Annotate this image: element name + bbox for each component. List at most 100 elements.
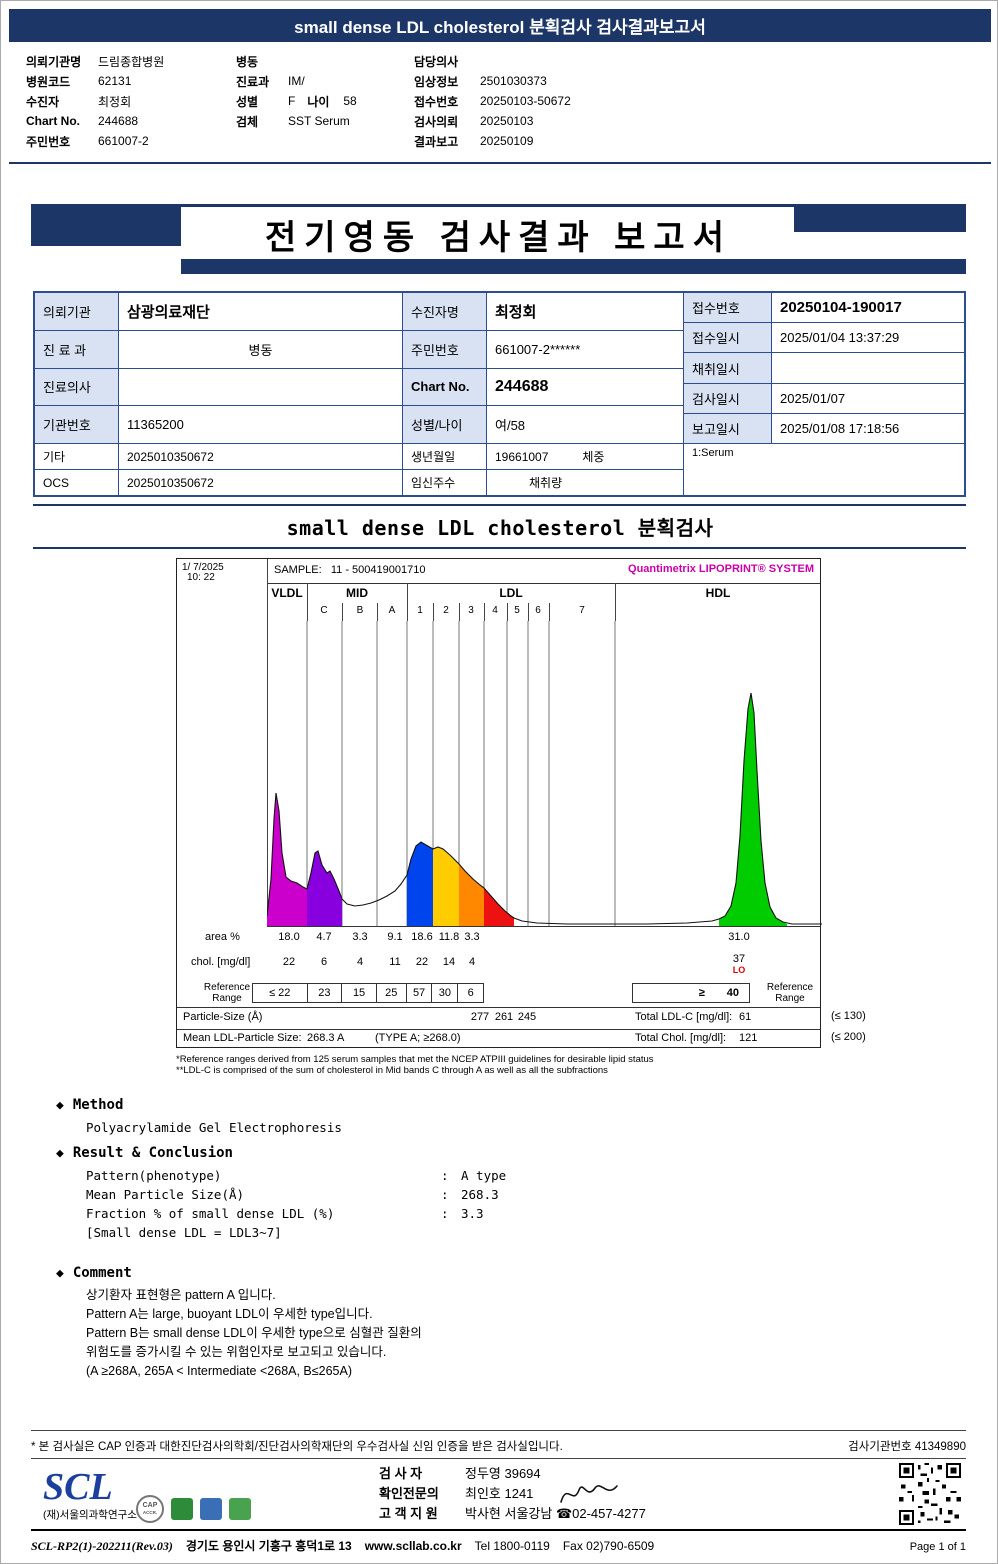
table-row: 진 료 과 병동 주민번호 661007-2****** <box>35 330 683 369</box>
lane-sub-label: 7 <box>579 605 585 616</box>
cell-value: 661007-2****** <box>495 341 581 357</box>
lab-number: 검사기관번호 41349890 <box>848 1441 966 1453</box>
divider <box>267 926 820 927</box>
field-value: SST Serum <box>288 114 350 128</box>
footnote: *Reference ranges derived from 125 serum… <box>176 1054 654 1065</box>
divider <box>31 1430 966 1431</box>
table-row: 기타 2025010350672 생년월일 19661007 체중 <box>35 444 683 470</box>
field-value: 2501030373 <box>480 74 547 88</box>
lab-fax: Fax 02)790-6509 <box>562 1539 655 1553</box>
cell-label: 채취일시 <box>684 353 772 383</box>
divider <box>177 1029 820 1030</box>
certification-line: * 본 검사실은 CAP 인증과 대한진단검사의학회/진단검사의학재단의 우수검… <box>31 1438 966 1454</box>
examiner-name: 정두영 39694 <box>465 1466 541 1481</box>
chol-value: 4 <box>468 956 476 968</box>
info-table-bottom: 기타 2025010350672 생년월일 19661007 체중 OCS 202… <box>35 443 964 495</box>
lane-sub-label: 5 <box>514 605 520 616</box>
chart-frame: 1/ 7/2025 10: 22 SAMPLE: 11 - 5004190017… <box>176 558 822 1048</box>
banner-decor-bottombar <box>181 259 966 274</box>
total-ldl-label: Total LDL-C [mg/dl]: <box>635 1011 733 1023</box>
diamond-bullet-icon: ◆ <box>56 1145 64 1161</box>
scl-logo: SCL <box>43 1466 113 1508</box>
divider <box>177 1007 820 1008</box>
diamond-bullet-icon: ◆ <box>56 1265 64 1281</box>
field-value: 62131 <box>98 74 132 88</box>
result-title: Result & Conclusion <box>72 1145 233 1161</box>
particle-size-value: 245 <box>517 1011 537 1023</box>
cell-value: 244688 <box>495 377 549 395</box>
field-row: Chart No. 244688 <box>26 111 236 131</box>
lane-sub-label: 1 <box>417 605 423 616</box>
field-row: 임상정보 2501030373 <box>414 71 974 91</box>
row-label: Particle-Size (Å) <box>183 1011 263 1023</box>
result-separator: : <box>441 1206 449 1221</box>
comment-heading: ◆ Comment <box>56 1265 422 1281</box>
banner-title: 전기영동 검사결과 보고서 <box>265 219 732 257</box>
cell-label: 수진자명 <box>403 293 487 330</box>
table-row: 검사일시 2025/01/07 <box>684 383 964 414</box>
document-code: SCL-RP2(1)-202211(Rev.03) <box>31 1539 173 1553</box>
chol-value: 22 <box>282 956 296 968</box>
field-label: 주민번호 <box>26 134 71 149</box>
cap-logo-subtext: ACCR. <box>142 1510 158 1515</box>
field-label: 담당의사 <box>414 54 459 69</box>
cert-logo-4 <box>229 1498 251 1520</box>
area-value: 3.3 <box>464 931 480 943</box>
result-body: Pattern(phenotype) : A type Mean Particl… <box>86 1166 506 1242</box>
divider <box>377 603 378 621</box>
confirmer-name: 최인호 1241 <box>465 1486 534 1501</box>
cert-logo-2 <box>171 1498 193 1520</box>
lab-tel: Tel 1800-0119 <box>474 1539 550 1553</box>
lane-group-label: LDL <box>499 586 523 600</box>
divider <box>267 583 820 584</box>
banner-decor-right <box>794 204 966 232</box>
result-separator: : <box>441 1187 449 1202</box>
field-label: Chart No. <box>26 114 80 128</box>
cell-label: 임신주수 <box>403 470 487 495</box>
support-label: 고 객 지 원 <box>379 1506 438 1521</box>
field-row: 결과보고 20250109 <box>414 131 974 151</box>
reference-value: 40 <box>726 987 739 999</box>
field-label: 나이 <box>307 94 330 109</box>
result-label: Pattern(phenotype) <box>86 1168 222 1183</box>
section-title: small dense LDL cholesterol 분획검사 <box>286 516 714 540</box>
lane-group-label: VLDL <box>271 586 303 600</box>
field-row: 성별 F 나이 58 <box>236 91 414 111</box>
divider <box>459 603 460 621</box>
divider <box>33 547 966 549</box>
lane-group-label: HDL <box>705 586 731 600</box>
field-label: 수진자 <box>26 94 60 109</box>
field-row: 수진자 최정회 <box>26 91 236 111</box>
total-chol-value: 121 <box>739 1032 758 1044</box>
area-value-hdl: 31.0 <box>728 931 750 943</box>
chol-value: 22 <box>415 956 429 968</box>
field-value: F <box>288 94 296 108</box>
result-label: Fraction % of small dense LDL (%) <box>86 1206 335 1221</box>
field-row: 검사의뢰 20250103 <box>414 111 974 131</box>
patient-header-col1: 의뢰기관명 드림종합병원 병원코드 62131 수진자 최정회 Chart No. 24… <box>26 51 236 151</box>
diamond-bullet-icon: ◆ <box>56 1097 64 1113</box>
table-row: 접수일시 2025/01/04 13:37:29 <box>684 323 964 354</box>
field-row: 접수번호 20250103-50672 <box>414 91 974 111</box>
result-value: 268.3 <box>461 1187 499 1202</box>
cap-logo-text: CAP <box>142 1502 158 1509</box>
cell-label: 접수일시 <box>684 323 772 353</box>
footnote: **LDL-C is comprised of the sum of chole… <box>176 1065 608 1076</box>
area-value: 18.6 <box>411 931 433 943</box>
info-table: 의뢰기관 삼광의료재단 수진자명 최정회 진 료 과 병동 주민번호 66100… <box>33 291 966 497</box>
reference-sign: ≥ <box>698 987 705 999</box>
lab-address: 경기도 용인시 기흥구 흥덕1로 13 <box>185 1539 352 1553</box>
field-row: 병동 <box>236 51 414 71</box>
comment-line: Pattern A는 large, buoyant LDL이 우세한 type입… <box>86 1307 373 1321</box>
patient-header: 의뢰기관명 드림종합병원 병원코드 62131 수진자 최정회 Chart No. 24… <box>26 51 976 151</box>
divider <box>307 583 308 621</box>
total-ldl-reference: (≤ 130) <box>831 1010 866 1022</box>
lane-group-label: MID <box>346 586 368 600</box>
chart-time: 10: 22 <box>187 572 215 583</box>
report-title-bar: small dense LDL cholesterol 분획검사 검사결과보고서 <box>9 9 991 42</box>
qr-code <box>899 1463 961 1525</box>
cell-label: 기관번호 <box>35 406 119 443</box>
field-label: 성별 <box>236 94 259 109</box>
chol-value-hdl: 37 <box>732 953 746 965</box>
cell-value: 2025/01/08 17:18:56 <box>780 420 900 436</box>
